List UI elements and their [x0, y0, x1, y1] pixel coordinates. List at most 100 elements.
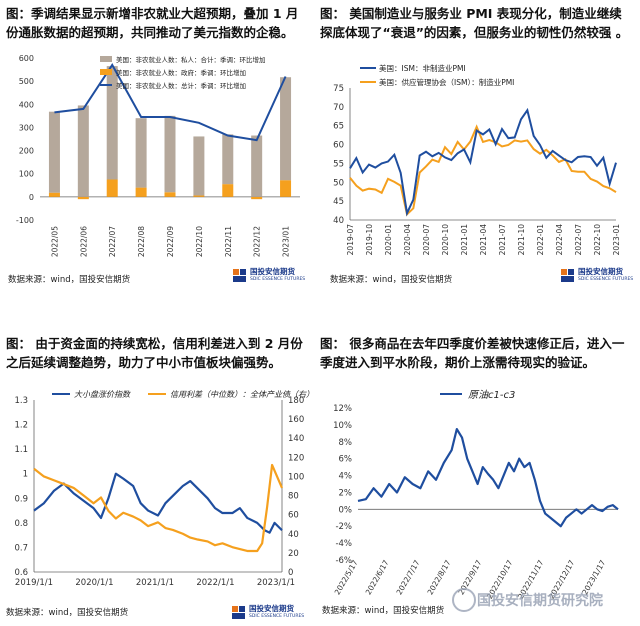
- x-tick-label: 2022/06: [79, 226, 88, 257]
- bar-government: [135, 187, 147, 197]
- logo-en: SDIC ESSENCE FUTURES: [249, 614, 305, 619]
- series-line: [349, 124, 617, 217]
- legend-label: 美国：非农就业人数：总计：季调：环比增加: [116, 81, 246, 90]
- chart4: 12%10%8%6%4%2%0%-2%-4%-6%2022/5/17 2022/6…: [333, 389, 619, 600]
- y-tick-label-right: 40: [288, 530, 299, 540]
- y-tick-label: 50: [333, 178, 344, 188]
- x-tick-label: 2021/1/1: [136, 578, 174, 588]
- series-line: [33, 472, 283, 534]
- x-tick-label: 2022/08: [137, 226, 146, 257]
- y-tick-label: 65: [333, 122, 344, 132]
- series-line-total: [54, 63, 287, 142]
- y-tick-label-right: 180: [288, 396, 304, 406]
- legend-label: 大小盘涨价指数: [74, 390, 131, 399]
- y-tick-label-right: 0: [288, 568, 293, 578]
- bar-private: [251, 135, 263, 197]
- x-tick-label: 2022-04: [555, 224, 564, 256]
- y-tick-label: -6%: [335, 556, 352, 566]
- x-tick-label: 2021-04: [479, 224, 488, 256]
- y-tick-label-left: 0.9: [14, 494, 28, 504]
- bar-government: [164, 192, 176, 197]
- y-tick-label: 12%: [333, 404, 352, 414]
- logo-cn: 国投安信期货: [578, 267, 623, 276]
- y-tick-label-left: 1.2: [14, 421, 28, 431]
- legend-swatch: [100, 69, 112, 75]
- bar-private: [135, 118, 147, 188]
- x-tick-label: 2023-01: [612, 224, 621, 256]
- y-tick-label: 200: [19, 147, 34, 156]
- x-tick-label: 2021-01: [460, 224, 469, 256]
- y-tick-label: 55: [333, 159, 344, 169]
- panel2-logo: 国投安信期货 SDIC ESSENCE FUTURES: [561, 268, 633, 284]
- y-tick-label-left: 0.6: [14, 568, 28, 578]
- logo-en: SDIC ESSENCE FUTURES: [578, 277, 634, 282]
- x-tick-label: 2022/10: [195, 226, 204, 257]
- y-tick-label: 300: [19, 123, 34, 132]
- y-tick-label: 70: [333, 103, 344, 113]
- x-tick-label: 2023/1/1: [257, 578, 295, 588]
- y-tick-label-left: 1.1: [14, 445, 28, 455]
- bar-private: [280, 77, 292, 181]
- bar-private: [48, 111, 60, 193]
- panel3-source: 数据来源：wind，国投安信期货: [6, 608, 129, 618]
- bar-private: [222, 134, 234, 185]
- panel3-title: 图： 由于资金面的持续宽松，信用利差进入到 2 月份之后延续调整趋势，助力了中小…: [6, 336, 303, 370]
- watermark-icon: [452, 588, 476, 612]
- y-tick-label: 40: [333, 216, 344, 226]
- bar-government: [193, 195, 205, 197]
- bar-private: [164, 115, 176, 193]
- y-tick-label: -100: [16, 216, 34, 225]
- x-tick-label: 2022-01: [536, 224, 545, 256]
- bar-government: [106, 179, 118, 197]
- y-tick-label-right: 140: [288, 434, 304, 444]
- bar-government: [251, 196, 263, 200]
- y-tick-label: -4%: [335, 539, 352, 549]
- legend-label: 美国：供应管理协会（ISM）：制造业PMI: [379, 77, 514, 87]
- x-tick-label: 2022/7/17: [395, 558, 422, 596]
- legend-label: 信用利差（中位数）：全体产业债（右）: [170, 390, 314, 399]
- bar-government: [77, 196, 89, 200]
- bar-government: [222, 184, 234, 197]
- chart3: 1.3 1.2 1.1 1 0.9 0.8 0.7 0.6 180 160 140 120 100 80 6…: [14, 390, 314, 588]
- y-tick-label-right: 60: [288, 511, 299, 521]
- y-tick-label-left: 0.7: [14, 543, 28, 553]
- chart1: 600 500 400 300 200 100 0 -100 2022/05 2022/06 202…: [16, 54, 300, 257]
- y-tick-label: 600: [19, 54, 34, 63]
- x-tick-label: 2020-10: [441, 224, 450, 256]
- x-tick-label: 2021-07: [498, 224, 507, 256]
- series-line: [349, 107, 617, 217]
- x-tick-label: 2022/12: [253, 226, 262, 257]
- y-tick-label-right: 80: [288, 492, 299, 502]
- y-tick-label: 400: [19, 100, 34, 109]
- y-tick-label-left: 1.3: [14, 396, 28, 406]
- logo-cn: 国投安信期货: [249, 604, 294, 613]
- x-tick-label: 2020-01: [384, 224, 393, 256]
- y-tick-label-left: 1: [23, 470, 28, 480]
- panel4-title: 图： 很多商品在去年四季度价差被快速修正后，进入一季度进入到平水阶段，期价上涨需…: [320, 336, 625, 370]
- x-tick-label: 2020-04: [403, 224, 412, 256]
- y-tick-label: 45: [333, 197, 344, 207]
- x-tick-label: 2022/09: [166, 226, 175, 257]
- x-tick-label: 2019-10: [365, 224, 374, 256]
- panel4-source: 数据来源：wind，国投安信期货: [322, 606, 445, 616]
- y-tick-label: 500: [19, 77, 34, 86]
- logo-icon: [233, 269, 247, 283]
- series-line: [357, 428, 619, 528]
- legend-label: 美国：ISM：非制造业PMI: [379, 64, 466, 73]
- legend-label: 美国：非农就业人数：私人：合计：季调：环比增加: [116, 55, 266, 64]
- logo-cn: 国投安信期货: [250, 267, 295, 276]
- series-line: [33, 463, 284, 553]
- panel2-title: 图： 美国制造业与服务业 PMI 表现分化，制造业继续探底体现了“衰退”的因素，…: [320, 6, 629, 40]
- y-tick-label-left: 0.8: [14, 519, 28, 529]
- logo-en: SDIC ESSENCE FUTURES: [250, 277, 306, 282]
- y-tick-label: 0: [29, 193, 34, 202]
- bar-private: [106, 66, 118, 180]
- legend-swatch: [100, 56, 112, 62]
- y-tick-label: 4%: [339, 472, 353, 482]
- y-tick-label: 75: [333, 84, 344, 94]
- panel3-logo: 国投安信期货 SDIC ESSENCE FUTURES: [232, 605, 304, 621]
- x-tick-label: 2020/1/1: [75, 578, 113, 588]
- x-tick-label: 2022/07: [108, 226, 117, 257]
- x-tick-label: 2022/11: [224, 226, 233, 257]
